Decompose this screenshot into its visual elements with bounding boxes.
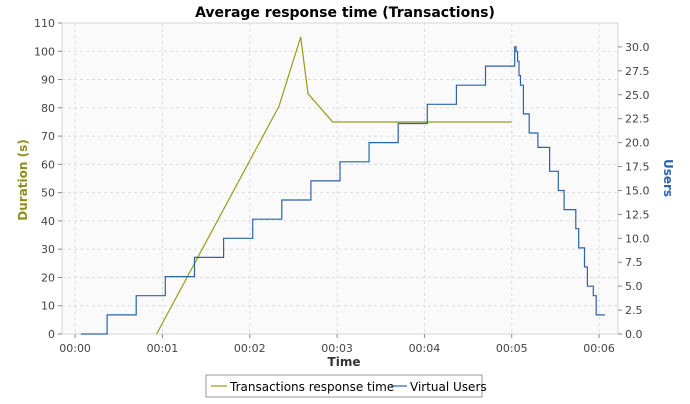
series-line-users <box>80 46 605 335</box>
right-tick-label: 27.5 <box>625 65 650 78</box>
left-tick-label: 50 <box>41 187 55 200</box>
x-tick-label: 00:05 <box>496 342 528 355</box>
legend: Transactions response time Virtual Users <box>205 374 487 398</box>
left-tick-label: 70 <box>41 130 55 143</box>
left-tick-label: 110 <box>34 17 55 30</box>
left-tick-label: 60 <box>41 158 55 171</box>
x-tick-label: 00:06 <box>583 342 615 355</box>
series-line-transactions <box>156 36 512 335</box>
x-axis: 00:00 00:01 00:02 00:03 00:04 00:05 00:06 <box>59 334 615 355</box>
right-tick-label: 12.5 <box>625 208 650 221</box>
legend-label-users: Virtual Users <box>410 380 487 394</box>
left-tick-label: 30 <box>41 243 55 256</box>
chart-title: Average response time (Transactions) <box>195 5 495 21</box>
left-tick-label: 100 <box>34 45 55 58</box>
left-tick-label: 0 <box>48 328 55 341</box>
right-axis: 0.0 2.5 5.0 7.5 10.0 12.5 15.0 17.5 20.0 22.5 25.0… <box>618 41 650 341</box>
right-tick-label: 17.5 <box>625 161 650 174</box>
left-tick-label: 80 <box>41 102 55 115</box>
x-tick-label: 00:01 <box>147 342 179 355</box>
left-axis: 0 10 20 30 40 50 60 70 80 90 100 110 <box>34 17 62 341</box>
left-tick-label: 10 <box>41 300 55 313</box>
left-tick-label: 40 <box>41 215 55 228</box>
right-axis-label: Users <box>661 159 675 197</box>
right-tick-label: 5.0 <box>625 280 643 293</box>
series-layer <box>80 36 605 335</box>
right-tick-label: 22.5 <box>625 113 650 126</box>
right-tick-label: 0.0 <box>625 328 643 341</box>
legend-box <box>205 374 483 398</box>
left-tick-label: 90 <box>41 74 55 87</box>
grid-lines <box>62 23 618 334</box>
x-tick-label: 00:02 <box>234 342 266 355</box>
right-tick-label: 2.5 <box>625 304 643 317</box>
x-tick-label: 00:04 <box>409 342 441 355</box>
left-axis-label: Duration (s) <box>16 139 30 220</box>
x-tick-label: 00:00 <box>59 342 91 355</box>
left-tick-label: 20 <box>41 271 55 284</box>
right-tick-label: 10.0 <box>625 232 650 245</box>
x-axis-label: Time <box>328 355 361 369</box>
right-tick-label: 30.0 <box>625 41 650 54</box>
x-tick-label: 00:03 <box>321 342 353 355</box>
right-tick-label: 15.0 <box>625 184 650 197</box>
right-tick-label: 20.0 <box>625 137 650 150</box>
right-tick-label: 7.5 <box>625 256 643 269</box>
legend-label-transactions: Transactions response time <box>229 380 394 394</box>
right-tick-label: 25.0 <box>625 89 650 102</box>
